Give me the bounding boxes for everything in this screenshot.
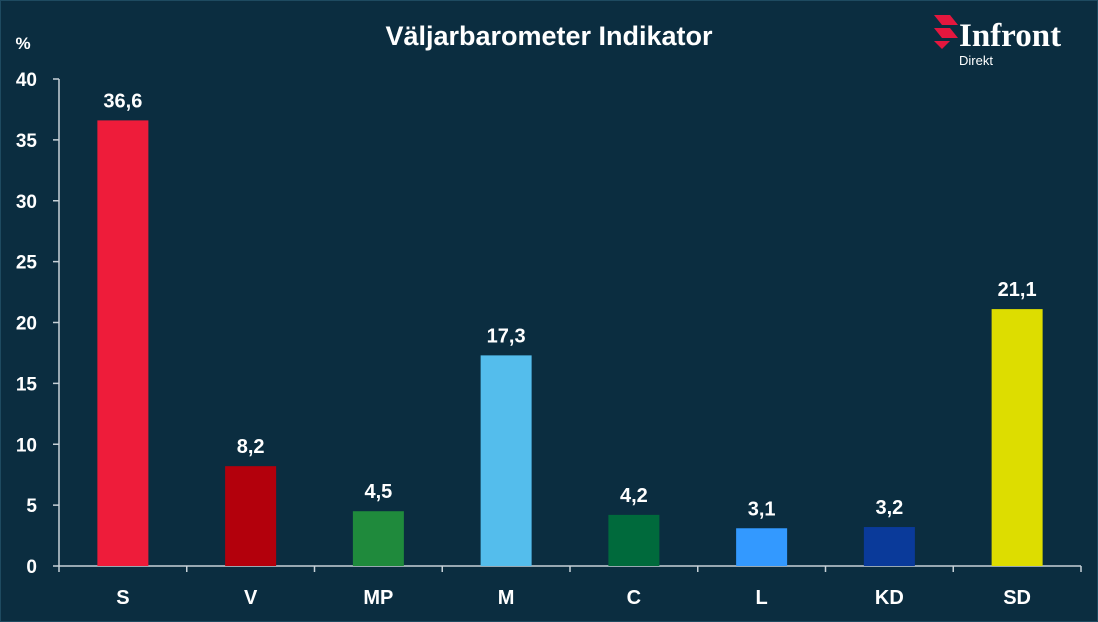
bar-l bbox=[736, 528, 788, 566]
value-label-s: 36,6 bbox=[103, 90, 142, 112]
y-tick-label: 20 bbox=[16, 314, 37, 335]
bar-mp bbox=[352, 511, 404, 566]
value-label-v: 8,2 bbox=[237, 436, 265, 458]
category-label-s: S bbox=[116, 587, 129, 609]
logo-brand-text: Infront bbox=[959, 18, 1061, 54]
y-axis: 0 5 10 15 20 25 30 35 40 bbox=[16, 70, 60, 578]
value-label-mp: 4,5 bbox=[364, 481, 392, 503]
value-label-kd: 3,2 bbox=[875, 497, 903, 519]
x-axis: S V MP M C L KD SD bbox=[58, 565, 1082, 609]
bar-m bbox=[480, 355, 532, 566]
logo-sub-text: Direkt bbox=[959, 53, 993, 68]
bar-s bbox=[97, 120, 149, 567]
bar-kd bbox=[863, 527, 915, 566]
value-label-sd: 21,1 bbox=[998, 279, 1037, 301]
value-labels: 36,6 8,2 4,5 17,3 4,2 3,1 3,2 21,1 bbox=[103, 90, 1036, 520]
category-label-mp: MP bbox=[363, 587, 393, 609]
y-tick-label: 0 bbox=[26, 557, 37, 578]
infront-logo: Infront Direkt bbox=[934, 15, 1061, 68]
y-tick-label: 35 bbox=[16, 131, 38, 152]
category-label-l: L bbox=[756, 587, 768, 609]
y-tick-label: 25 bbox=[16, 253, 38, 274]
infront-mark-icon bbox=[934, 15, 958, 49]
y-tick-label: 5 bbox=[26, 496, 37, 517]
bars bbox=[97, 120, 1043, 567]
category-label-m: M bbox=[498, 587, 515, 609]
y-tick-label: 40 bbox=[16, 70, 37, 91]
category-label-v: V bbox=[244, 587, 258, 609]
category-label-kd: KD bbox=[875, 587, 904, 609]
category-label-c: C bbox=[627, 587, 641, 609]
y-axis-unit-label: % bbox=[15, 34, 30, 53]
value-label-m: 17,3 bbox=[487, 325, 526, 347]
y-tick-label: 10 bbox=[16, 435, 37, 456]
bar-sd bbox=[991, 309, 1043, 566]
chart-title: Väljarbarometer Indikator bbox=[385, 21, 713, 51]
value-label-l: 3,1 bbox=[748, 498, 776, 520]
y-tick-label: 30 bbox=[16, 192, 37, 213]
bar-v bbox=[225, 466, 277, 566]
value-label-c: 4,2 bbox=[620, 485, 648, 507]
bar-c bbox=[608, 514, 660, 566]
category-label-sd: SD bbox=[1003, 587, 1031, 609]
y-tick-label: 15 bbox=[16, 374, 38, 395]
